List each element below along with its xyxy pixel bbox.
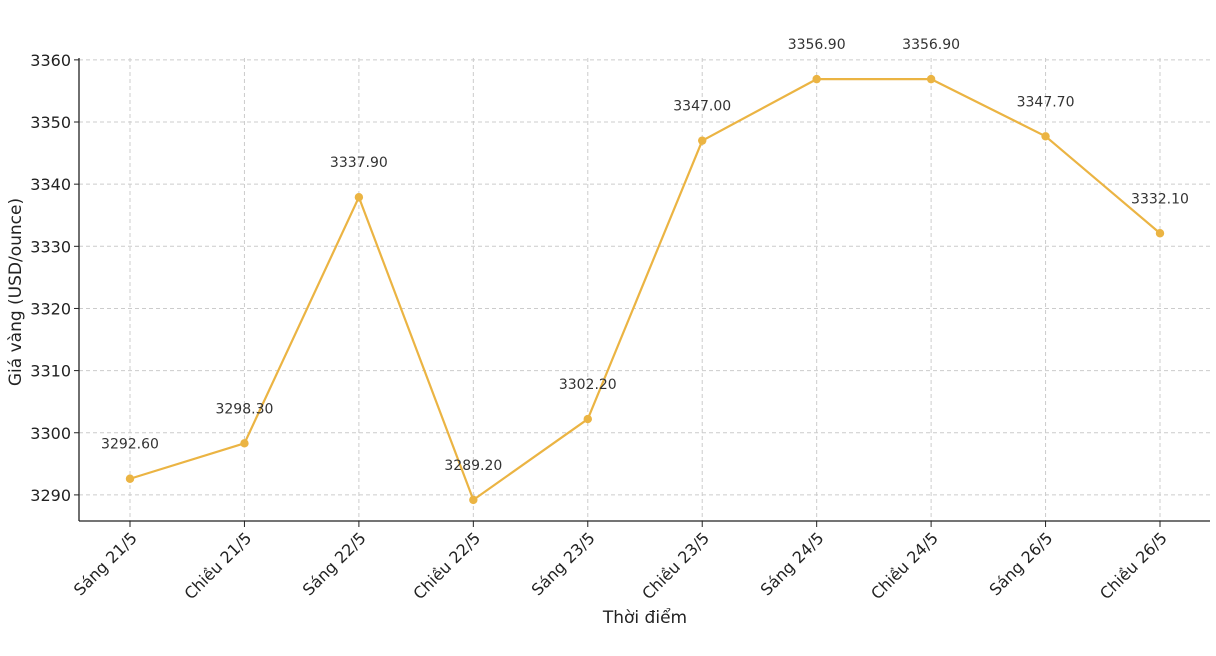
data-label: 3332.10 [1131, 191, 1189, 207]
series [125, 74, 1165, 505]
grid [79, 58, 1210, 521]
x-axis-title: Thời điểm [602, 607, 687, 628]
x-tick-label: Chiều 23/5 [638, 528, 713, 603]
data-label: 3356.90 [788, 37, 846, 53]
data-point [1155, 229, 1165, 238]
data-point [583, 414, 592, 424]
data-label: 3289.20 [444, 458, 502, 474]
data-label: 3356.90 [902, 37, 960, 53]
data-point [354, 193, 364, 202]
y-tick-label: 3330 [30, 237, 71, 256]
data-label: 3298.30 [215, 401, 273, 417]
y-tick-label: 3300 [30, 424, 71, 443]
x-tick-label: Chiều 26/5 [1096, 528, 1171, 603]
data-label: 3292.60 [101, 437, 159, 453]
data-label: 3347.70 [1017, 94, 1075, 110]
data-label: 3347.00 [673, 99, 731, 115]
data-point [1041, 132, 1050, 141]
y-tick-label: 3290 [30, 486, 71, 505]
data-point [240, 439, 249, 448]
y-tick-label: 3350 [30, 113, 71, 132]
y-tick-label: 3360 [30, 51, 71, 70]
x-tick-label: Sáng 21/5 [70, 528, 141, 599]
data-point [698, 136, 707, 145]
x-tick-label: Chiều 24/5 [867, 528, 942, 603]
x-tick-label: Sáng 23/5 [528, 528, 599, 599]
data-point [125, 474, 135, 483]
tick-labels: 3290 3300 3310 3320 3330 3340 3350 3360 Sáng 21/… [30, 51, 1171, 603]
data-labels: 3292.60 3298.30 3337.90 3289.20 3302.20 3347.… [101, 37, 1189, 474]
data-point [812, 74, 821, 84]
series-line [129, 78, 1161, 501]
y-axis-title: Giá vàng (USD/ounce) [6, 198, 26, 386]
data-point [469, 495, 478, 505]
x-tick-label: Chiều 21/5 [180, 528, 255, 603]
axes [74, 58, 1210, 527]
x-tick-label: Chiều 22/5 [409, 528, 484, 603]
x-tick-label: Sáng 26/5 [985, 528, 1056, 599]
x-tick-label: Sáng 24/5 [757, 528, 828, 599]
y-tick-label: 3310 [30, 362, 71, 381]
data-label: 3337.90 [330, 155, 388, 171]
data-label: 3302.20 [559, 377, 617, 393]
y-tick-label: 3340 [30, 175, 71, 194]
y-tick-label: 3320 [30, 299, 71, 318]
data-point [926, 74, 936, 84]
x-tick-label: Sáng 22/5 [299, 528, 370, 599]
